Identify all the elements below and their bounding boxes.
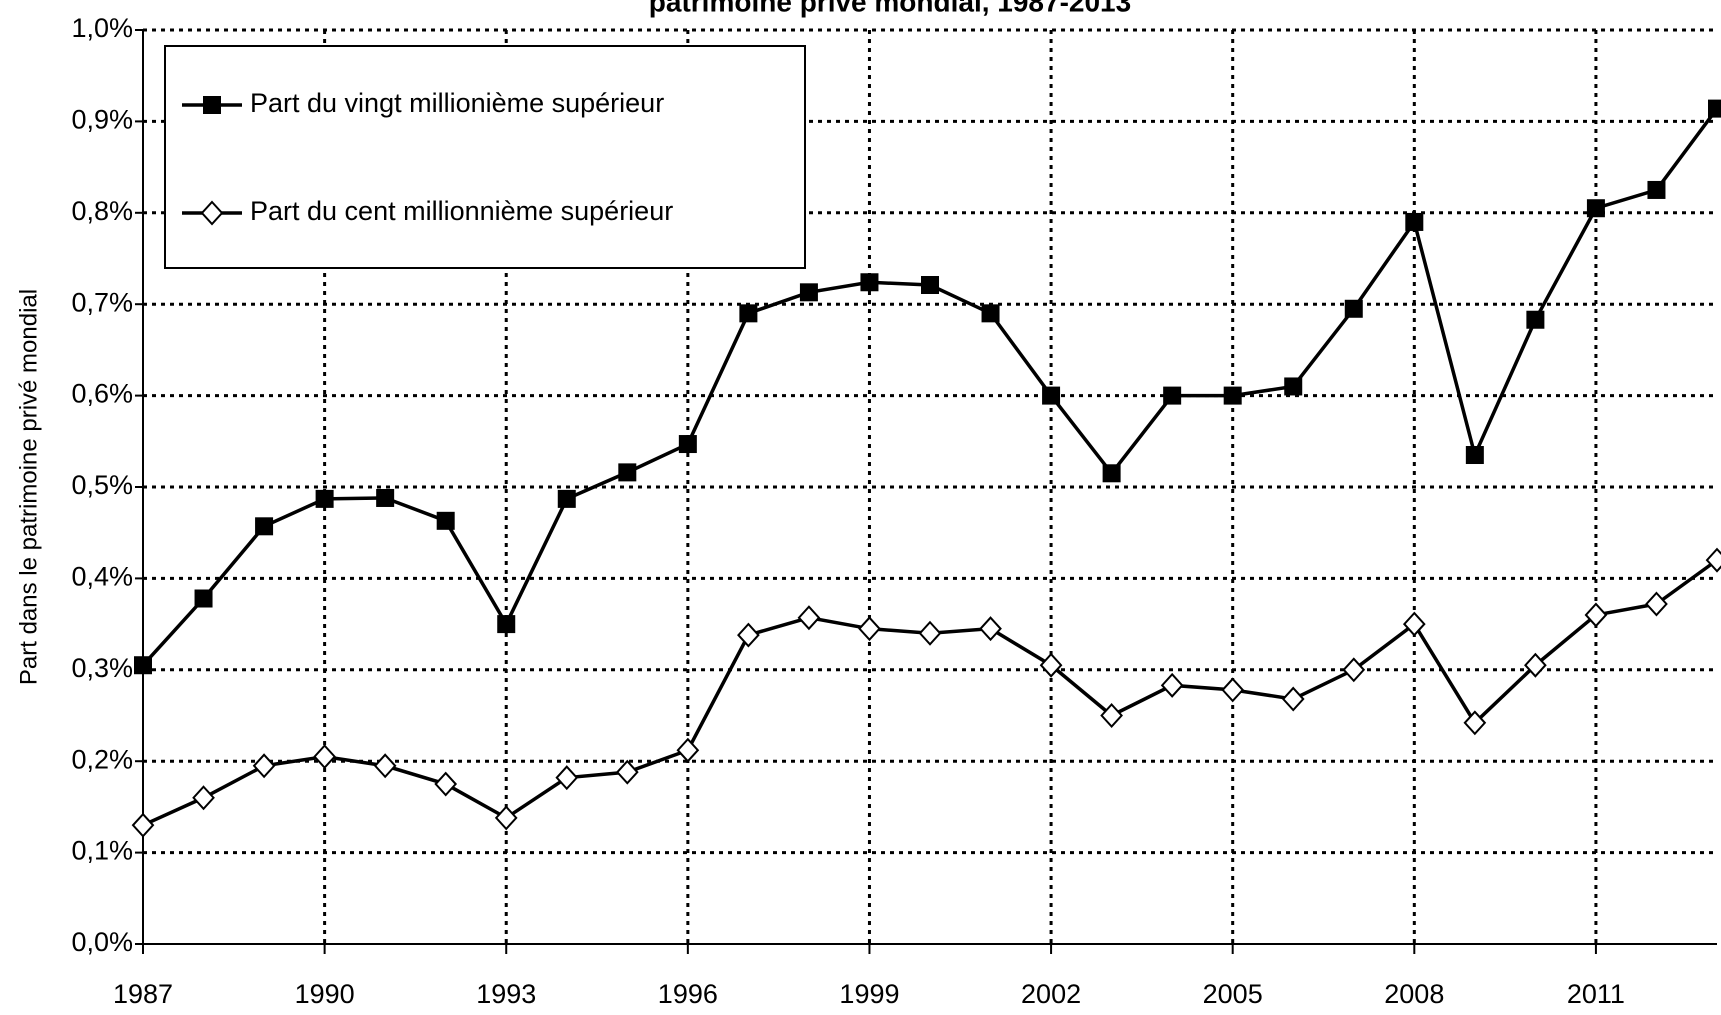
point [858, 616, 881, 642]
point [678, 435, 697, 454]
point [192, 785, 215, 811]
point [557, 489, 576, 508]
y-tick-label: 0,9% [71, 105, 133, 135]
point [1708, 99, 1721, 118]
y-tick-label: 0,4% [71, 562, 133, 592]
point [494, 805, 518, 831]
point [737, 622, 760, 648]
point [1463, 710, 1487, 736]
y-tick-label: 0,5% [71, 470, 133, 500]
y-tick-label: 0,3% [71, 653, 133, 683]
y-axis-label: Part dans le patrimoine privé mondial [15, 289, 42, 685]
point [200, 200, 224, 226]
x-tick-label: 2008 [1384, 979, 1444, 1009]
point [739, 304, 758, 323]
point [1100, 703, 1123, 728]
legend-label: Part du cent millionnième supérieur [250, 196, 673, 226]
point [1405, 212, 1424, 231]
x-tick-label: 2002 [1021, 979, 1081, 1009]
point [1524, 652, 1547, 678]
point [255, 517, 274, 536]
point [615, 759, 639, 785]
chart-title: patrimoine privé mondial, 1987-2013 [649, 0, 1131, 17]
point [434, 771, 458, 797]
point [1281, 686, 1305, 712]
y-tick-label: 0,1% [71, 836, 133, 866]
legend [164, 45, 806, 269]
point [1284, 377, 1303, 396]
x-tick-label: 1996 [658, 979, 718, 1009]
point [676, 737, 700, 763]
x-tick-label: 1999 [839, 979, 899, 1009]
point [1705, 547, 1721, 573]
point [131, 812, 155, 838]
point [1402, 611, 1426, 637]
point [203, 96, 221, 114]
y-tick-label: 0,6% [71, 379, 133, 409]
series-line [142, 558, 1719, 827]
point [134, 656, 152, 675]
point [797, 605, 821, 631]
point [981, 304, 1000, 323]
point [1465, 446, 1484, 465]
point [1223, 386, 1242, 405]
point [315, 489, 334, 508]
point [1645, 591, 1668, 617]
point [376, 488, 395, 507]
point [1647, 180, 1666, 199]
point [1163, 386, 1182, 405]
y-tick-label: 1,0% [71, 13, 133, 43]
point [1526, 310, 1545, 329]
point [1102, 464, 1121, 483]
point [1160, 672, 1184, 698]
point [618, 463, 637, 482]
point [921, 276, 939, 295]
point [373, 753, 397, 779]
point [313, 744, 336, 770]
x-tick-label: 1990 [295, 979, 355, 1009]
point [555, 765, 579, 791]
point [1584, 602, 1608, 628]
y-tick-label: 0,2% [71, 744, 133, 774]
point [860, 273, 879, 292]
point [918, 620, 942, 646]
x-tick-label: 2011 [1567, 979, 1625, 1009]
point [497, 615, 516, 634]
y-tick-label: 0,7% [71, 287, 133, 317]
point [436, 511, 455, 530]
x-tick-label: 2005 [1203, 979, 1263, 1009]
point [1342, 657, 1366, 683]
point [1042, 386, 1061, 405]
y-tick-label: 0,0% [71, 927, 133, 957]
point [1344, 299, 1363, 318]
point [1039, 652, 1063, 678]
point [799, 283, 818, 302]
x-tick-label: 1993 [476, 979, 536, 1009]
y-tick-label: 0,8% [71, 196, 133, 226]
x-tick-label: 1987 [113, 979, 173, 1009]
point [194, 589, 213, 608]
legend-label: Part du vingt millionième supérieur [250, 88, 664, 118]
point [1221, 677, 1245, 703]
point [1586, 199, 1605, 218]
point [979, 616, 1002, 642]
point [252, 753, 276, 779]
